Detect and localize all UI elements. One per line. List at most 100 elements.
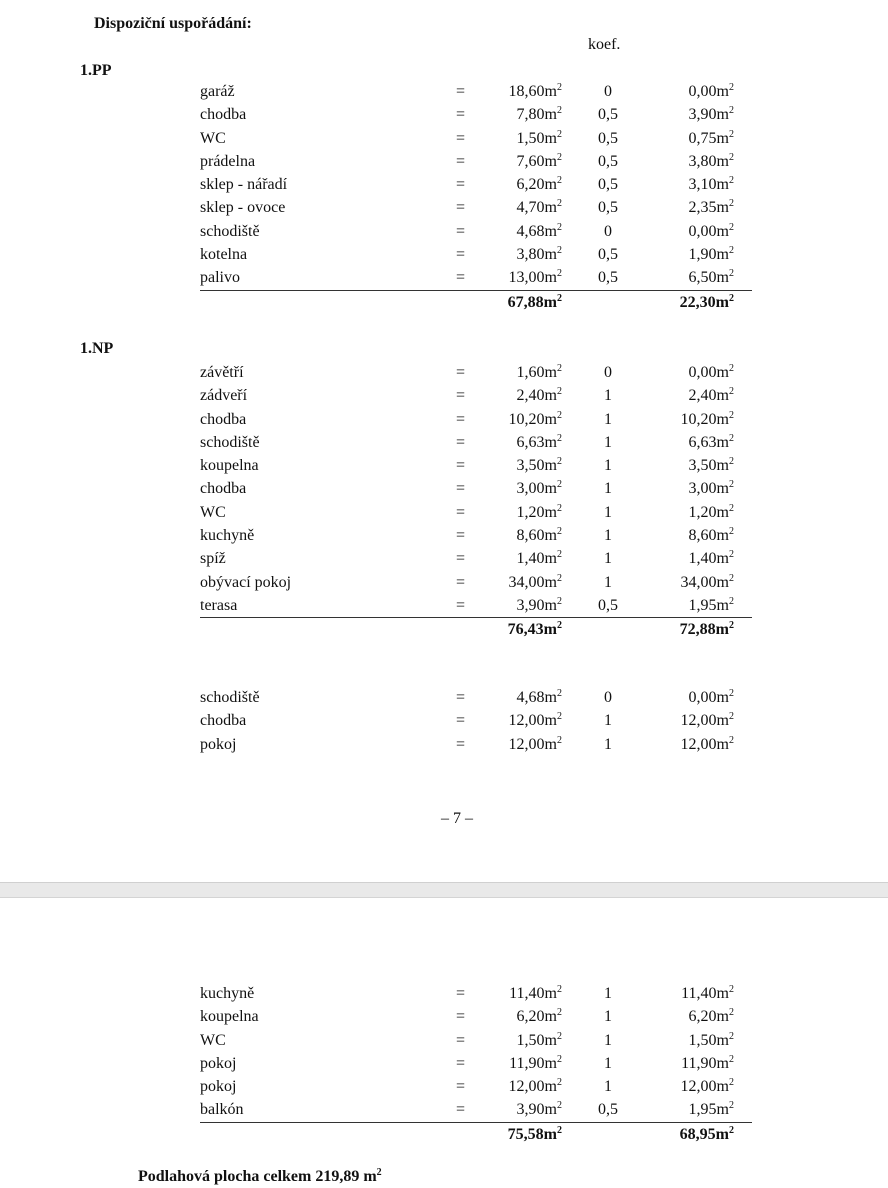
koef-column-label: koef. [588, 36, 621, 53]
weighted-area: 6,20m2 [689, 1005, 734, 1028]
room-name: palivo [200, 269, 240, 287]
unit: m [715, 293, 729, 311]
room-area: 1,50m2 [517, 1029, 562, 1052]
room-area: 12,00m2 [509, 1075, 562, 1098]
value: 0,00 [688, 83, 717, 100]
unit: m [716, 129, 729, 147]
unit-exponent: 2 [729, 1100, 734, 1112]
value: 72,88 [679, 621, 716, 639]
unit: m [544, 712, 557, 730]
coefficient: 0,5 [598, 246, 618, 264]
unit: m [716, 735, 729, 753]
table-row: spíž = 1,40m2 1 1,40m2 [200, 547, 752, 570]
value: 6,20 [516, 1008, 545, 1026]
value: 7,60 [516, 152, 545, 170]
value: 1,50 [516, 1031, 545, 1049]
weighted-area: 2,40m2 [689, 384, 734, 407]
room-name: koupelna [200, 1008, 259, 1026]
unit: m [544, 503, 557, 521]
unit-exponent: 2 [557, 198, 562, 210]
total-weighted-area: 72,88m2 [680, 618, 734, 641]
equals-sign: = [456, 735, 466, 753]
weighted-area: 0,75m2 [689, 127, 734, 150]
weighted-area: 2,35m2 [689, 196, 734, 219]
unit-exponent: 2 [729, 572, 734, 584]
unit-exponent: 2 [729, 479, 734, 491]
table-row: WC = 1,50m2 1 1,50m2 [200, 1029, 752, 1052]
room-name: WC [200, 129, 226, 147]
unit-exponent: 2 [729, 526, 734, 538]
room-name: pokoj [200, 1078, 237, 1096]
room-area: 12,00m2 [509, 733, 562, 756]
total-weighted-area: 68,95m2 [680, 1123, 734, 1146]
value: 1,40 [516, 550, 545, 568]
unit-exponent: 2 [557, 105, 562, 117]
unit: m [544, 480, 557, 498]
equals-sign: = [456, 433, 466, 451]
value: 1,50 [688, 1031, 717, 1049]
value: 4,70 [516, 199, 545, 217]
coefficient: 1 [604, 503, 612, 521]
total-area: 75,58m2 [508, 1123, 562, 1146]
equals-sign: = [456, 199, 466, 217]
unit: m [544, 106, 557, 124]
weighted-area: 6,63m2 [689, 431, 734, 454]
unit-exponent: 2 [729, 549, 734, 561]
unit-exponent: 2 [376, 1167, 382, 1178]
value: 11,40 [681, 985, 717, 1002]
table-row: prádelna = 7,60m2 0,5 3,80m2 [200, 150, 752, 173]
value: 0,00 [688, 689, 717, 706]
unit: m [716, 550, 729, 568]
value: 1,50 [516, 129, 545, 147]
unit: m [543, 1125, 557, 1143]
table-row: pokoj = 11,90m2 1 11,90m2 [200, 1052, 752, 1075]
unit: m [716, 387, 729, 405]
room-area: 3,50m2 [517, 454, 562, 477]
coefficient: 1 [604, 410, 612, 428]
unit-exponent: 2 [729, 151, 734, 163]
coefficient: 1 [604, 1078, 612, 1096]
unit: m [544, 689, 557, 706]
unit-exponent: 2 [729, 432, 734, 444]
room-area: 3,00m2 [517, 477, 562, 500]
room-name: schodiště [200, 689, 260, 706]
room-area: 4,68m2 [517, 220, 562, 243]
unit-exponent: 2 [729, 105, 734, 117]
room-area: 6,63m2 [517, 431, 562, 454]
unit: m [544, 1031, 557, 1049]
unit: m [543, 621, 557, 639]
unit-exponent: 2 [729, 734, 734, 746]
unit: m [544, 527, 557, 545]
room-name: sklep - nářadí [200, 176, 288, 194]
value: 1,20 [688, 503, 717, 521]
room-name: chodba [200, 480, 247, 498]
room-name: schodiště [200, 222, 260, 240]
unit-exponent: 2 [557, 711, 562, 723]
unit-exponent: 2 [729, 595, 734, 607]
value: 8,60 [516, 527, 545, 545]
room-area: 4,70m2 [517, 196, 562, 219]
table-row: pokoj = 12,00m2 1 12,00m2 [200, 1075, 752, 1098]
unit-exponent: 2 [557, 128, 562, 140]
equals-sign: = [456, 527, 466, 545]
room-area: 1,40m2 [517, 547, 562, 570]
room-name: chodba [200, 410, 247, 428]
room-name: koupelna [200, 457, 259, 475]
unit: m [716, 199, 729, 217]
unit-exponent: 2 [557, 984, 562, 995]
unit: m [716, 433, 729, 451]
table-row: garáž = 18,60m2 0 0,00m2 [200, 80, 752, 103]
equals-sign: = [456, 152, 466, 170]
weighted-area: 3,00m2 [689, 477, 734, 500]
equals-sign: = [456, 129, 466, 147]
unit-exponent: 2 [729, 82, 734, 93]
value: 10,20 [508, 410, 545, 428]
unit: m [544, 176, 557, 194]
room-name: balkón [200, 1101, 244, 1119]
value: 11,40 [509, 985, 545, 1002]
room-area: 3,90m2 [517, 594, 562, 617]
coefficient: 0,5 [598, 269, 618, 287]
value: 3,10 [688, 176, 717, 194]
room-name: garáž [200, 83, 235, 100]
weighted-area: 11,40m2 [681, 982, 734, 1005]
